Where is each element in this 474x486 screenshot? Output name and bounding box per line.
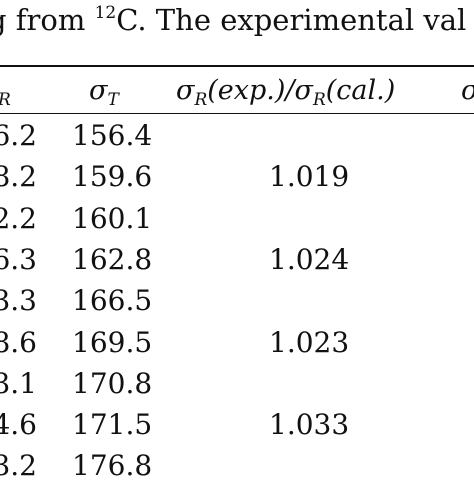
header-col3-text-2: (cal.)	[325, 75, 396, 106]
sigma-t-cell: 159.6	[72, 160, 153, 194]
header-col2-subscript: T	[107, 90, 119, 110]
ratio-cell: 1.033	[269, 408, 350, 442]
sigma-t-cell: 156.4	[72, 119, 153, 152]
sigma-r-cell: 2.2	[0, 201, 37, 235]
header-ratio: σR(exp.)/σR(cal.)	[176, 74, 396, 110]
sigma-t-cell: 170.8	[72, 366, 153, 400]
header-col4-symbol: σ	[461, 75, 474, 106]
sigma-r-cell: 3.1	[0, 366, 37, 400]
header-col3-text-1: (exp.)/	[207, 75, 295, 106]
header-col3-subscript-1: R	[194, 90, 208, 110]
sigma-t-cell: 169.5	[72, 325, 153, 359]
table-row: 3.2 176.8	[0, 445, 474, 486]
sigma-t-cell: 176.8	[72, 449, 153, 483]
top-rule	[0, 65, 474, 67]
table-row: 8.2 159.6 1.019	[0, 156, 474, 197]
header-rule	[0, 113, 474, 114]
sigma-r-cell: 8.6	[0, 325, 37, 359]
sigma-t-cell: 162.8	[72, 242, 153, 276]
header-sigma-r: R	[0, 74, 11, 110]
sigma-t-cell: 160.1	[72, 201, 153, 235]
table-caption: g from 12C. The experimental val	[0, 2, 466, 38]
table-row: 4.6 171.5 1.033	[0, 404, 474, 445]
table-row: 6.3 162.8 1.024	[0, 239, 474, 280]
header-col1-subscript: R	[0, 90, 11, 110]
table-row: 3.3 166.5	[0, 280, 474, 321]
sigma-r-cell: 4.6	[0, 408, 37, 442]
table-row: 3.1 170.8	[0, 363, 474, 404]
header-sigma-t: σT	[89, 74, 119, 110]
sigma-r-cell: 6.3	[0, 242, 37, 276]
header-col3-symbol-2: σ	[294, 75, 313, 106]
header-col2-symbol: σ	[89, 75, 108, 106]
header-col3-subscript-2: R	[312, 90, 326, 110]
ratio-cell: 1.024	[269, 242, 350, 276]
sigma-r-cell: 3.2	[0, 449, 37, 483]
caption-superscript: 12	[94, 3, 117, 23]
sigma-t-cell: 166.5	[72, 284, 153, 318]
sigma-r-cell: 8.2	[0, 160, 37, 194]
sigma-r-cell: 6.2	[0, 119, 37, 152]
table-row: 8.6 169.5 1.023	[0, 322, 474, 363]
caption-prefix: g from	[0, 3, 86, 37]
header-col4: σ	[461, 74, 474, 108]
header-col3-symbol-1: σ	[176, 75, 195, 106]
sigma-r-cell: 3.3	[0, 284, 37, 318]
caption-suffix: C. The experimental val	[116, 3, 467, 37]
sigma-t-cell: 171.5	[72, 408, 153, 442]
ratio-cell: 1.023	[269, 325, 350, 359]
table-row: 2.2 160.1	[0, 198, 474, 239]
ratio-cell: 1.019	[269, 160, 350, 194]
table-row: 6.2 156.4	[0, 115, 474, 156]
